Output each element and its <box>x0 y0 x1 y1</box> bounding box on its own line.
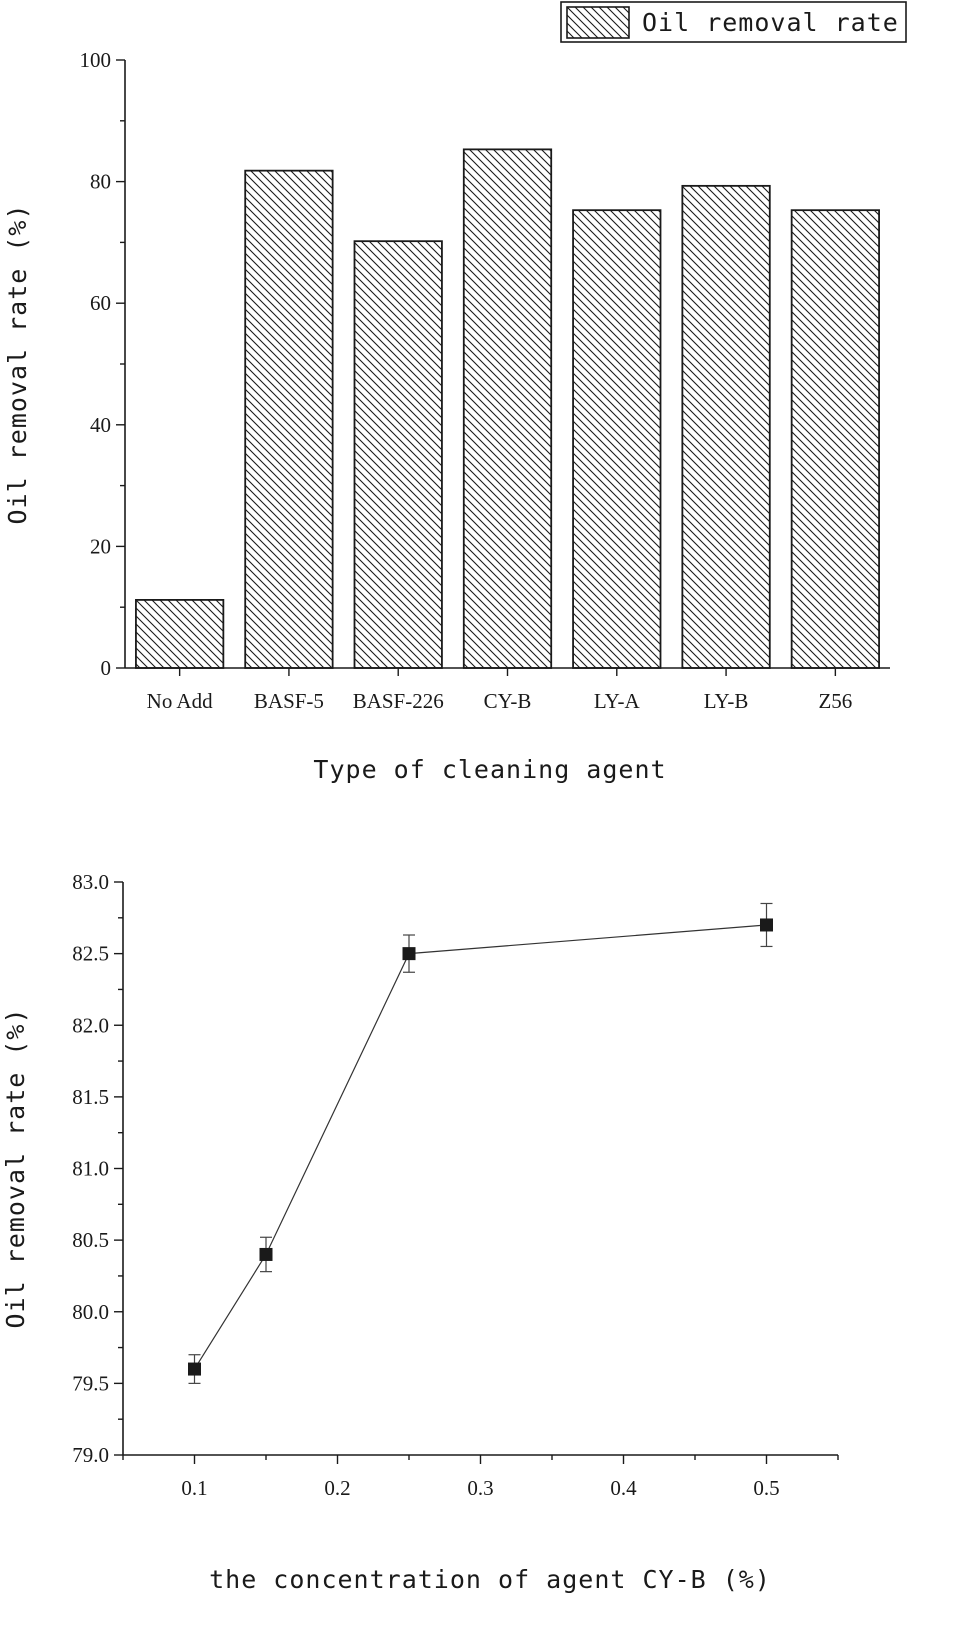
bar-legend: Oil removal rate <box>560 1 907 43</box>
bar-category-label: BASF-5 <box>254 689 324 713</box>
line-x-tick-label: 0.5 <box>753 1476 779 1500</box>
bar-y-tick-label: 100 <box>80 48 112 72</box>
bar <box>135 599 225 669</box>
line-y-tick-label: 79.5 <box>72 1371 109 1395</box>
bar-y-tick-label: 0 <box>101 656 112 680</box>
bar-category-label: CY-B <box>484 689 532 713</box>
bar <box>462 148 553 669</box>
data-point <box>188 1362 201 1376</box>
line-y-tick-label: 82.5 <box>72 942 109 966</box>
bar-y-tick-label: 40 <box>90 413 111 437</box>
line-y-tick-label: 80.5 <box>72 1228 109 1252</box>
bar <box>353 240 443 669</box>
bar-x-axis-ticks: No Add BASF-5 BASF-226 CY-B LY-A LY-B Z56 <box>147 668 852 713</box>
line-x-axis-title: the concentration of agent CY-B (%) <box>209 1565 771 1594</box>
bar-y-axis-title: Oil removal rate (%) <box>3 203 32 524</box>
line-series <box>188 902 773 1384</box>
bar <box>572 209 662 669</box>
bar-y-tick-label: 20 <box>90 534 111 558</box>
line-y-tick-label: 81.5 <box>72 1085 109 1109</box>
line-x-tick-label: 0.1 <box>181 1476 207 1500</box>
series-line <box>193 924 767 1370</box>
bar-category-label: LY-A <box>594 689 641 713</box>
bar-category-label: BASF-226 <box>353 689 444 713</box>
data-point <box>760 918 773 932</box>
bar <box>244 169 334 669</box>
line-y-tick-label: 79.0 <box>72 1443 109 1467</box>
bar-y-tick-label: 80 <box>90 170 111 194</box>
line-y-tick-label: 82.0 <box>72 1013 109 1037</box>
bar-chart: 0 20 40 60 80 100 No Add BASF-5 BASF-226 CY-B LY-… <box>3 1 907 784</box>
bar <box>681 184 771 669</box>
data-point <box>402 947 416 961</box>
line-x-axis-ticks: 0.1 0.2 0.3 0.4 0.5 <box>122 1455 839 1500</box>
bar <box>790 209 880 669</box>
line-chart: 79.0 79.5 80.0 80.5 81.0 81.5 82.0 82.5 83.0 0.1… <box>1 870 839 1594</box>
line-y-tick-label: 83.0 <box>72 870 109 894</box>
line-x-tick-label: 0.4 <box>610 1476 637 1500</box>
bar-category-label: No Add <box>147 689 213 713</box>
data-point <box>259 1247 273 1261</box>
bar-category-label: LY-B <box>704 689 749 713</box>
bar-x-axis-title: Type of cleaning agent <box>313 755 666 784</box>
line-y-axis-ticks: 79.0 79.5 80.0 80.5 81.0 81.5 82.0 82.5 83.0 <box>72 870 123 1467</box>
bar-series <box>135 148 880 669</box>
line-y-axis-title: Oil removal rate (%) <box>1 1007 30 1328</box>
bar-y-tick-label: 60 <box>90 291 111 315</box>
bar-legend-swatch <box>566 6 630 39</box>
bar-legend-label: Oil removal rate <box>642 8 899 37</box>
line-y-tick-label: 81.0 <box>72 1157 109 1181</box>
bar-category-label: Z56 <box>818 689 852 713</box>
line-y-tick-label: 80.0 <box>72 1300 109 1324</box>
line-x-tick-label: 0.2 <box>324 1476 350 1500</box>
bar-y-axis-ticks: 0 20 40 60 80 100 <box>80 48 125 680</box>
line-x-tick-label: 0.3 <box>467 1476 493 1500</box>
